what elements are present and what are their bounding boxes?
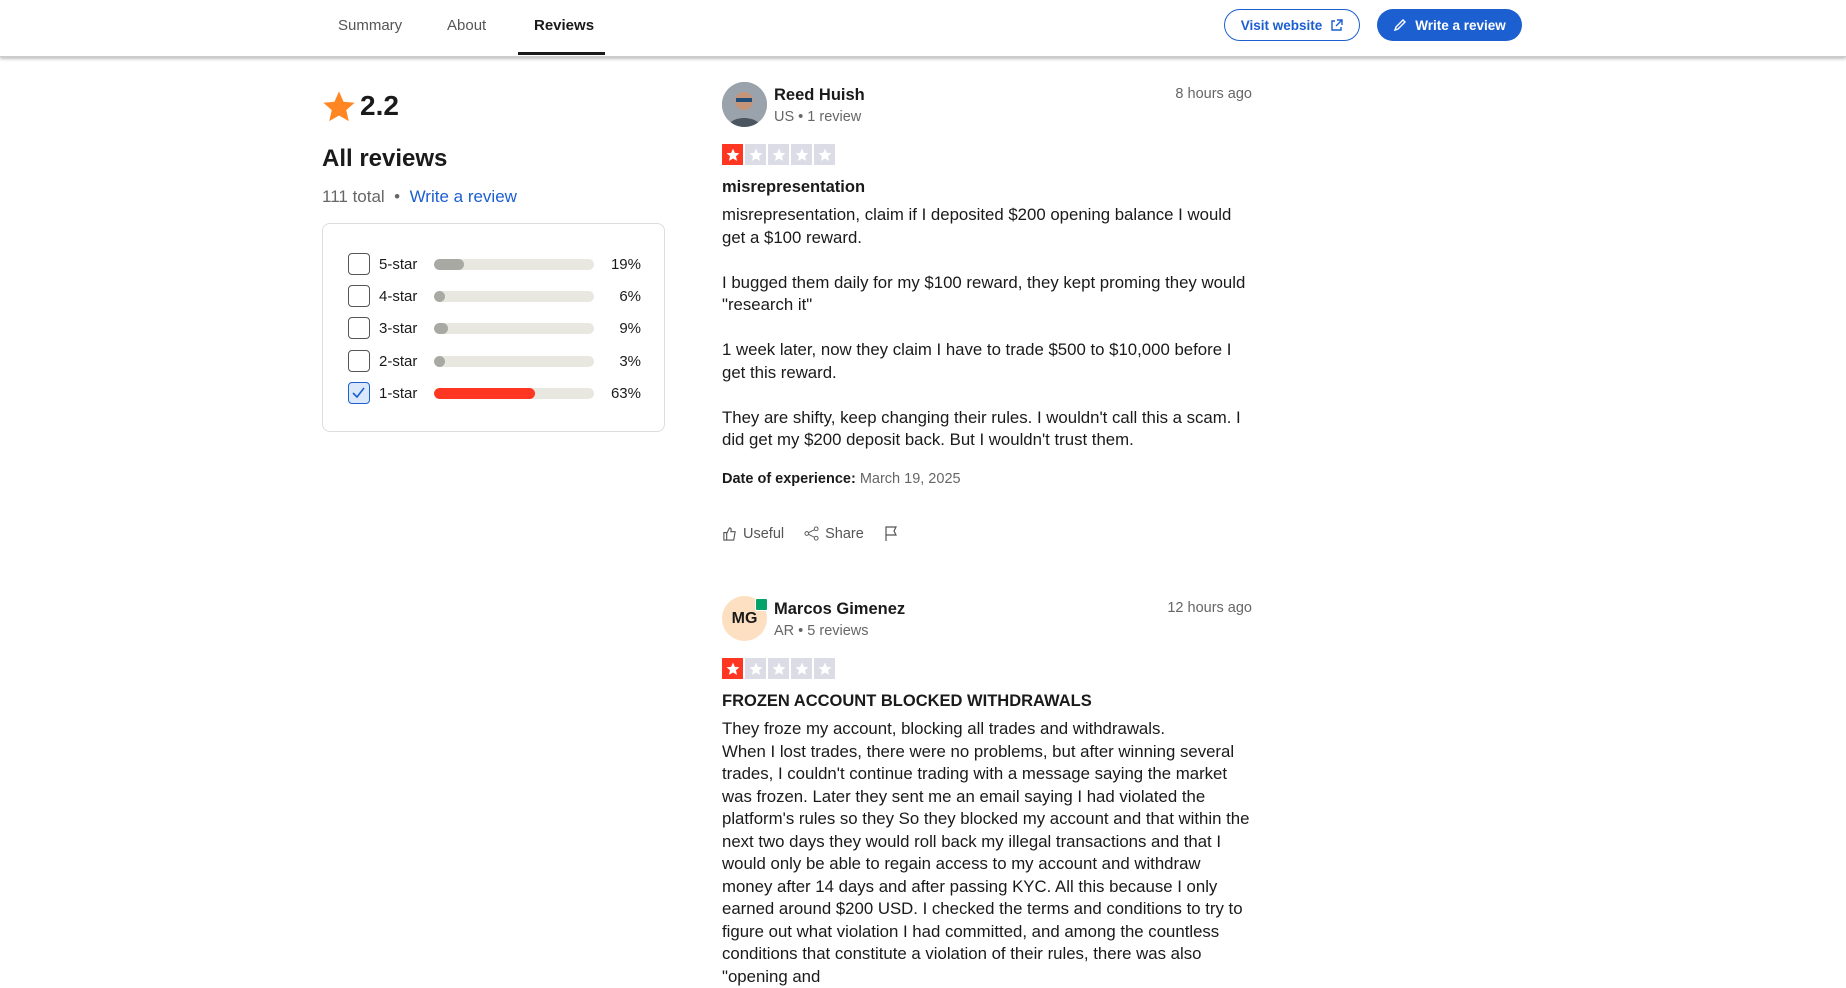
percent: 9% xyxy=(619,320,641,337)
avatar xyxy=(722,82,767,127)
avatar-photo xyxy=(722,82,767,127)
rating-stars xyxy=(722,658,835,679)
paragraph: I bugged them daily for my $100 reward, … xyxy=(722,272,1252,317)
reviews-heading: All reviews xyxy=(322,145,447,173)
rating-star xyxy=(322,90,356,124)
rating-stars xyxy=(722,144,835,165)
percent: 6% xyxy=(619,288,641,305)
date: March 19, 2025 xyxy=(860,471,961,487)
actions: Useful Share xyxy=(722,523,1252,546)
paragraph: misrepresentation, claim if I deposited … xyxy=(722,204,1252,249)
tab[interactable]: About xyxy=(447,17,486,34)
rating-value: 2.2 xyxy=(360,90,399,122)
star-empty xyxy=(791,658,812,679)
external-icon xyxy=(1330,19,1343,32)
bar-track xyxy=(434,388,594,399)
star-empty xyxy=(768,658,789,679)
share-label: Share xyxy=(825,523,864,546)
bar-fill xyxy=(434,356,445,367)
button-label: Visit website xyxy=(1241,18,1323,33)
useful-label: Useful xyxy=(743,523,784,546)
tab-active[interactable]: Reviews xyxy=(534,17,594,34)
percent: 19% xyxy=(611,256,641,273)
checkbox[interactable] xyxy=(348,317,370,339)
checkbox[interactable] xyxy=(348,382,370,404)
checkbox[interactable] xyxy=(348,285,370,307)
date-label: Date of experience: xyxy=(722,471,856,487)
tab[interactable]: Summary xyxy=(338,17,402,34)
useful-button[interactable]: Useful xyxy=(722,523,784,546)
bar-track xyxy=(434,356,594,367)
bar-track xyxy=(434,323,594,334)
total: 111 total xyxy=(322,187,385,206)
checkbox[interactable] xyxy=(348,253,370,275)
bar-fill xyxy=(434,323,448,334)
reviewer-meta: AR • 5 reviews xyxy=(774,623,869,639)
check-icon xyxy=(349,383,368,402)
reviewer-name[interactable]: Reed Huish xyxy=(774,86,865,105)
bar-track xyxy=(434,291,594,302)
write-review-link[interactable]: Write a review xyxy=(410,187,517,206)
bar-fill xyxy=(434,259,464,270)
star-label: 2-star xyxy=(379,353,417,370)
bar-fill xyxy=(434,291,445,302)
tab-underline xyxy=(518,52,605,55)
star-empty xyxy=(814,658,835,679)
distribution-row[interactable]: 1-star 63% xyxy=(348,382,641,406)
total-row: 111 total • Write a review xyxy=(322,187,517,207)
star-empty xyxy=(745,144,766,165)
review-title: misrepresentation xyxy=(722,178,865,197)
star-empty xyxy=(791,144,812,165)
top-nav: Summary About Reviews Visit website Writ… xyxy=(0,0,1846,57)
star-label: 1-star xyxy=(379,385,417,402)
distribution-row[interactable]: 4-star 6% xyxy=(348,285,641,309)
paragraph: When I lost trades, there were no proble… xyxy=(722,741,1252,988)
distribution-row[interactable]: 2-star 3% xyxy=(348,350,641,374)
star-label: 5-star xyxy=(379,256,417,273)
paragraph: They froze my account, blocking all trad… xyxy=(722,718,1252,741)
star-filled xyxy=(722,658,743,679)
star-filled xyxy=(722,144,743,165)
star-empty xyxy=(814,144,835,165)
page: {"nav":{"tabs":["Summary","About","Revie… xyxy=(0,0,1846,952)
percent: 3% xyxy=(619,353,641,370)
date-of-experience: Date of experience: March 19, 2025 xyxy=(722,468,1252,491)
paragraph: They are shifty, keep changing their rul… xyxy=(722,407,1252,452)
percent: 63% xyxy=(611,385,641,402)
reviewer-meta: US • 1 review xyxy=(774,109,861,125)
star-label: 4-star xyxy=(379,288,417,305)
star-empty xyxy=(768,144,789,165)
review-time: 12 hours ago xyxy=(1167,600,1252,616)
write-review-button[interactable]: Write a review xyxy=(1377,9,1522,41)
star-empty xyxy=(745,658,766,679)
report-button[interactable] xyxy=(884,526,899,542)
review-body: They froze my account, blocking all trad… xyxy=(722,718,1252,988)
distribution-row[interactable]: 5-star 19% xyxy=(348,253,641,277)
review-time: 8 hours ago xyxy=(1175,86,1252,102)
bar-fill xyxy=(434,388,535,399)
paragraph: 1 week later, now they claim I have to t… xyxy=(722,339,1252,384)
visit-website-button[interactable]: Visit website xyxy=(1224,9,1360,41)
pen-icon xyxy=(1393,18,1407,32)
star-label: 3-star xyxy=(379,320,417,337)
reviewer-name[interactable]: Marcos Gimenez xyxy=(774,600,905,619)
share-button[interactable]: Share xyxy=(804,523,864,546)
button-label: Write a review xyxy=(1415,18,1506,33)
bar-track xyxy=(434,259,594,270)
distribution-box: 5-star 19% 4-star 6% 3-star 9% 2-star 3% 1-star 6… xyxy=(322,223,665,432)
checkbox[interactable] xyxy=(348,350,370,372)
review-title: FROZEN ACCOUNT BLOCKED WITHDRAWALS xyxy=(722,692,1092,711)
verified-badge xyxy=(755,598,768,611)
distribution-row[interactable]: 3-star 9% xyxy=(348,317,641,341)
review-body: misrepresentation, claim if I deposited … xyxy=(722,204,1252,545)
